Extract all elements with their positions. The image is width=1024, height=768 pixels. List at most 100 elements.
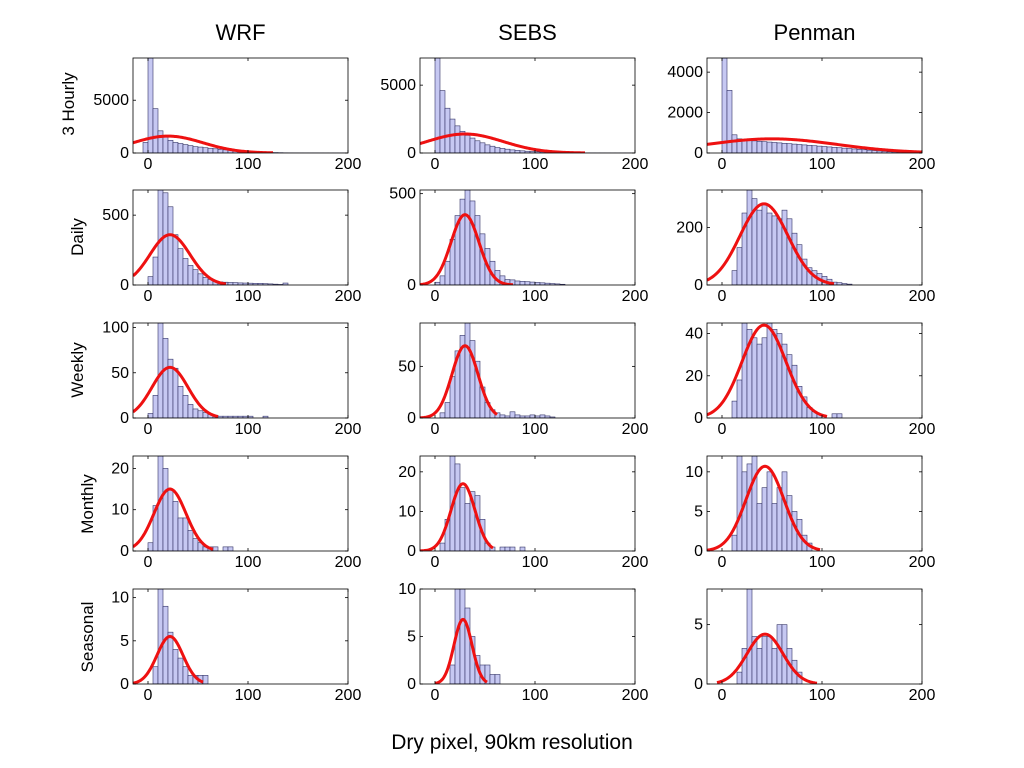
x-tick-label: 0 [144,288,153,305]
histogram-bar [736,379,743,418]
x-tick-label: 200 [622,156,649,173]
x-tick-label: 100 [809,156,836,173]
histogram-bar [142,142,149,153]
histogram-bar [771,142,778,153]
histogram-bar [177,517,184,551]
histogram-bar [152,666,159,684]
histogram-bar [187,530,194,551]
histogram-bar [454,463,461,551]
axes-frame [132,588,349,685]
normal-fit-line [133,635,204,684]
histogram-bar [736,456,743,551]
histogram-bar [519,281,526,285]
histogram-bar [464,503,471,551]
x-tick-label: 100 [809,687,836,704]
x-tick-label: 100 [809,421,836,438]
histogram-bar [826,146,833,153]
histogram-bar [222,546,229,551]
histogram-bar [761,337,768,418]
normal-fit-line [133,233,227,285]
histogram-bar [504,148,511,153]
panel-wrf-weekly: 0 100 200 0 50 100 [102,320,361,438]
histogram-bar [746,140,753,153]
histogram-bar [786,143,793,153]
histogram-bar [509,546,516,551]
y-tick-label: 0 [407,676,416,693]
column-title-penman: Penman [773,20,856,45]
histogram-bar [766,471,773,551]
y-tick-label: 20 [111,460,129,477]
plot-area [707,456,821,551]
normal-fit-line [420,344,498,418]
histogram-bar [192,269,199,285]
histogram-bar [187,404,194,418]
normal-fit-line [434,617,488,684]
y-tick-label: 0 [407,145,416,162]
x-tick-label: 0 [718,288,727,305]
normal-fit-line [420,132,586,153]
histogram-bar [741,323,748,418]
x-tick-label: 200 [909,156,936,173]
histogram-bar [162,136,169,153]
x-tick-label: 100 [235,554,262,571]
normal-fit-line [707,464,821,551]
x-tick-label: 0 [144,554,153,571]
histogram-bar [761,141,768,153]
histogram-bar [776,624,783,684]
histogram-bar [207,147,214,153]
y-tick-label: 0 [694,277,703,294]
x-tick-label: 100 [522,687,549,704]
y-tick-label: 200 [676,219,703,236]
normal-fit-line [133,487,214,551]
x-tick-label: 100 [235,421,262,438]
histogram-bar [851,148,858,153]
x-tick-label: 0 [431,288,440,305]
histogram-bar [766,212,773,285]
normal-fit-line [133,365,219,418]
x-tick-label: 200 [622,554,649,571]
histogram-bar [841,147,848,153]
histogram-bar [861,149,868,153]
histogram-bar [167,631,174,684]
histogram-bar [212,148,219,153]
histogram-bar [147,276,154,285]
column-title-wrf: WRF [215,20,266,45]
x-tick-label: 0 [144,156,153,173]
histogram-bar [182,144,189,153]
y-tick-label: 10 [685,464,703,481]
histogram-bar [831,413,838,418]
x-tick-label: 0 [718,554,727,571]
y-tick-label: 20 [398,464,416,481]
histogram-bar [172,501,179,551]
histogram-bar [726,90,733,153]
normal-fit-line [707,323,828,418]
x-tick-label: 0 [431,554,440,571]
x-tick-label: 200 [335,554,362,571]
histogram-bar [766,141,773,153]
panel-sebs-seasonal: 0 100 200 0 5 10 [398,581,648,704]
histogram-bar [539,414,546,418]
axes-frame [132,322,349,419]
plot-area [420,58,635,153]
axes-frame [706,455,923,552]
panel-wrf-seasonal: 0 100 200 0 5 10 [111,588,361,704]
histogram-bar [761,636,768,684]
histogram-bar [262,415,269,418]
panel-sebs-daily: 0 100 200 0 500 [389,186,648,305]
x-tick-label: 0 [718,687,727,704]
panel-sebs-3-hourly: 0 100 200 0 5000 [380,57,649,173]
histogram-bar [786,218,793,285]
histogram-bar [489,145,496,153]
x-tick-label: 200 [909,421,936,438]
histogram-bar [187,265,194,285]
histogram-bar [464,135,471,153]
normal-fit-line [707,202,835,285]
x-tick-label: 0 [718,156,727,173]
axes-frame [132,57,349,154]
plot-area [133,323,269,418]
y-tick-label: 5 [694,503,703,520]
x-tick-label: 100 [235,156,262,173]
histogram-bar [182,517,189,551]
histogram-bar [499,414,506,418]
